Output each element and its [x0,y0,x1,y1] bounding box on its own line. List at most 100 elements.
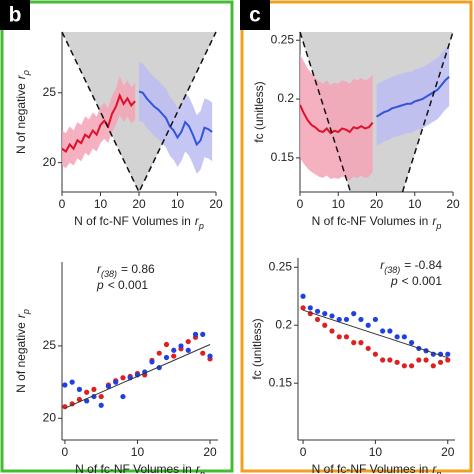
point [365,322,371,328]
x-tick-label: 10 [94,197,108,211]
point [314,316,321,323]
annotation: p < 0.001 [390,274,442,288]
annotation-stat: = -0.84 [404,258,442,272]
point [416,357,422,363]
axis-label-text: N of fc-NF Volumes in [74,214,191,228]
point [423,357,429,363]
y-tick-label: 0.2 [277,91,294,105]
x-tick-label: 10 [131,445,145,459]
y-tick-label: 0.2 [275,317,292,331]
point [105,383,112,390]
panel-border [240,0,473,473]
x-tick-label: 0 [62,445,69,459]
point [62,404,68,410]
panel-border [0,0,234,473]
y-tick-label: 0.15 [269,375,293,389]
axis-label-text: N of fc-NF Volumes in [312,214,429,228]
point [387,328,393,334]
y-tick-label: 20 [43,155,57,169]
y-tick-label: 20 [43,410,57,424]
point [69,379,75,385]
axis-label-var: r [432,214,437,228]
error-band [139,62,213,174]
fit-line [302,309,448,359]
point [387,357,393,363]
axis-label: fc (unitless) [250,318,264,379]
point [401,334,407,340]
y-tick-label: 25 [43,85,57,99]
axis-label-text: N of negative [14,322,28,393]
axis-label-text: N of fc-NF Volumes in [312,462,429,474]
axis-label-text: N of fc-NF Volumes in [75,462,192,474]
axis-label-var: r [195,214,200,228]
error-band [62,76,136,169]
point [430,363,436,369]
point [343,316,350,323]
point [336,334,342,340]
axis-label-sub: ρ [21,70,31,76]
point [178,343,184,349]
panel-label-box [240,0,270,30]
point [300,293,306,299]
axis-label: fc (unitless) [252,81,266,142]
y-tick-label: 0.25 [271,32,295,46]
point [351,340,357,346]
axis-label-sub: p [435,221,441,231]
point [98,393,104,400]
point [120,393,126,400]
point [380,328,386,334]
y-tick-label: 0.25 [269,259,293,273]
point [372,351,379,357]
point [200,350,206,356]
axis-label-text: fc (unitless) [252,81,266,142]
axis-label-sub: p [199,469,205,474]
axis-label-var: r [432,462,437,474]
panel-label: c [249,4,261,27]
point [358,340,364,346]
point [163,354,170,361]
line [299,104,374,135]
point [185,347,191,353]
point [113,379,119,385]
x-tick-label: 20 [446,197,460,211]
error-band [300,54,373,181]
axis-label: N of negative rp [14,309,31,393]
x-tick-label: 10 [332,197,346,211]
axis-label-var: r [14,74,28,79]
axis-label-text: fc (unitless) [250,318,264,379]
line [375,75,450,118]
annotation: r(38) = -0.84 [380,258,442,275]
point [307,305,313,311]
point [437,359,444,365]
point [120,375,126,381]
point [207,353,213,359]
annotation-var: r [380,258,385,272]
point [314,308,321,314]
annotation-stat: = 0.86 [121,262,155,276]
boundary [61,31,217,194]
annotation-stat: < 0.001 [108,278,149,292]
point [322,322,328,328]
point [84,389,90,395]
axis-label-sub: p [21,309,31,315]
axis-label: N of negative rρ [14,70,31,154]
annotation-var: p [96,278,104,292]
point [394,334,400,340]
point [156,350,162,356]
axis-label-var: r [14,313,28,318]
x-tick-label: 20 [441,445,455,459]
line [61,92,136,153]
point [372,316,379,323]
point [380,357,386,363]
point [401,363,407,369]
annotation-sub: (38) [384,265,400,275]
point [351,311,357,317]
point [329,328,335,334]
axis-label-sub: p [435,469,441,474]
point [329,313,335,319]
